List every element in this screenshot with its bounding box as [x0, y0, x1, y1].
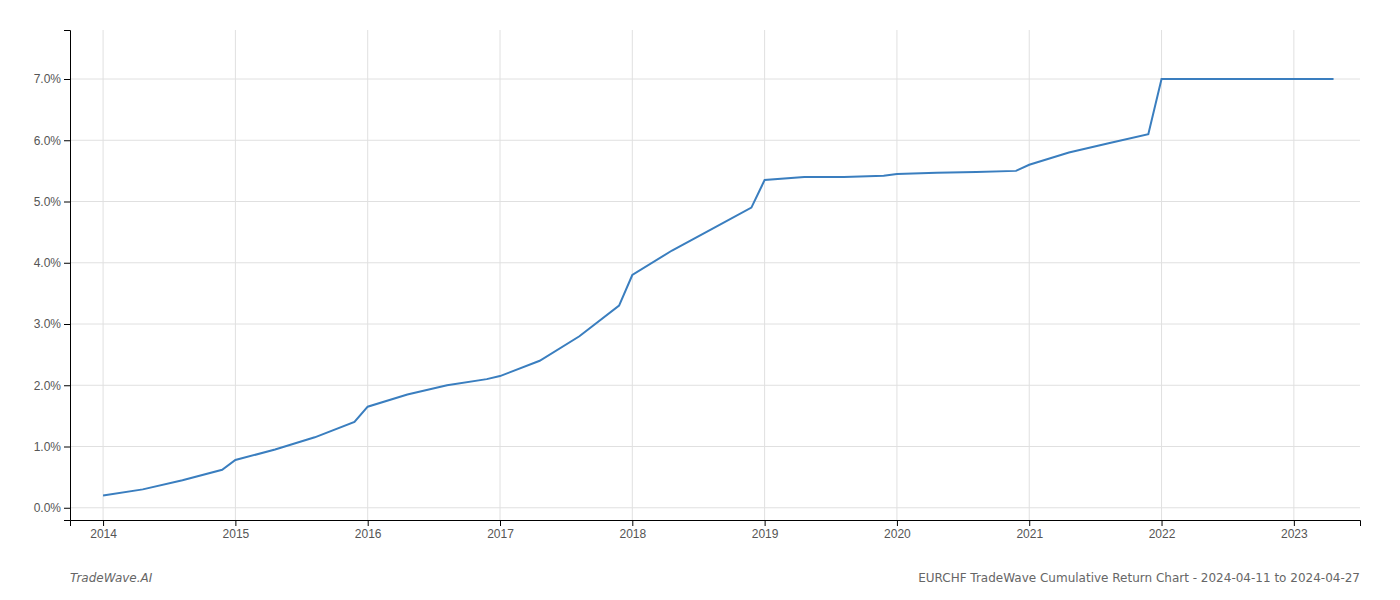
y-tick-label: 4.0%: [34, 256, 62, 270]
x-tick: 2019: [752, 520, 779, 541]
x-tick-mark: [632, 520, 633, 526]
x-tick: 2014: [90, 520, 117, 541]
x-tick-mark: [897, 520, 898, 526]
grid-line-y: [70, 201, 1360, 202]
footnote-right: EURCHF TradeWave Cumulative Return Chart…: [918, 571, 1360, 585]
x-tick-mark: [1029, 520, 1030, 526]
x-tick: 2023: [1281, 520, 1308, 541]
x-tick-mark: [368, 520, 369, 526]
y-tick-mark: [64, 202, 70, 203]
y-tick: 1.0%: [34, 440, 70, 454]
line: [103, 79, 1333, 496]
y-tick-label: 1.0%: [34, 440, 62, 454]
x-tick-mark: [235, 520, 236, 526]
x-tick-label: 2023: [1281, 527, 1308, 541]
y-tick: 3.0%: [34, 317, 70, 331]
y-tick-label: 5.0%: [34, 195, 62, 209]
x-tick-label: 2020: [884, 527, 911, 541]
y-tick: 4.0%: [34, 256, 70, 270]
x-tick: 2015: [223, 520, 250, 541]
x-tick-label: 2016: [355, 527, 382, 541]
x-tick-mark: [765, 520, 766, 526]
grid: [70, 30, 1360, 520]
y-tick-label: 6.0%: [34, 134, 62, 148]
y-tick-mark: [64, 385, 70, 386]
x-tick-label: 2021: [1016, 527, 1043, 541]
x-tick-mark: [1162, 520, 1163, 526]
x-tick-label: 2022: [1149, 527, 1176, 541]
x-tick: 2016: [355, 520, 382, 541]
x-tick-label: 2015: [223, 527, 250, 541]
y-tick-mark: [64, 79, 70, 80]
x-tick: 2020: [884, 520, 911, 541]
x-axis: 2014 2015 2016 2017 2018 2019 2020 2021 2022 2023: [71, 520, 1361, 541]
y-tick: 6.0%: [34, 134, 70, 148]
grid-line-y: [70, 262, 1360, 263]
y-tick-label: 0.0%: [34, 501, 62, 515]
x-tick-mark: [1294, 520, 1295, 526]
y-tick-mark: [64, 324, 70, 325]
grid-line-y: [70, 385, 1360, 386]
y-axis: 0.0% 1.0% 2.0% 3.0% 4.0% 5.0% 6.0% 7.0%: [34, 31, 71, 521]
y-axis-line: [64, 31, 71, 521]
grid-line-y: [70, 140, 1360, 141]
grid-line-y: [70, 324, 1360, 325]
y-tick-mark: [64, 508, 70, 509]
x-tick: 2018: [619, 520, 646, 541]
y-tick: 7.0%: [34, 72, 70, 86]
y-tick: 0.0%: [34, 501, 70, 515]
x-tick-label: 2018: [619, 527, 646, 541]
grid-line-y: [70, 507, 1360, 508]
y-tick: 5.0%: [34, 195, 70, 209]
y-tick-mark: [64, 140, 70, 141]
x-tick: 2022: [1149, 520, 1176, 541]
grid-line-y: [70, 446, 1360, 447]
y-tick-mark: [64, 447, 70, 448]
x-axis-line: [71, 521, 1361, 527]
footnote-left: TradeWave.AI: [70, 571, 153, 585]
x-tick-label: 2014: [90, 527, 117, 541]
y-tick-label: 2.0%: [34, 379, 62, 393]
x-tick: 2017: [487, 520, 514, 541]
y-tick-label: 3.0%: [34, 317, 62, 331]
y-tick-label: 7.0%: [34, 72, 62, 86]
x-tick-mark: [103, 520, 104, 526]
y-tick-mark: [64, 263, 70, 264]
marks: [103, 79, 1333, 496]
x-tick: 2021: [1016, 520, 1043, 541]
chart: 2014 2015 2016 2017 2018 2019 2020 2021 2022 2023…: [0, 0, 1400, 600]
plot: 2014 2015 2016 2017 2018 2019 2020 2021 2022 2023…: [34, 30, 1361, 541]
x-tick-label: 2017: [487, 527, 514, 541]
x-tick-label: 2019: [752, 527, 779, 541]
x-tick-mark: [500, 520, 501, 526]
y-tick: 2.0%: [34, 379, 70, 393]
